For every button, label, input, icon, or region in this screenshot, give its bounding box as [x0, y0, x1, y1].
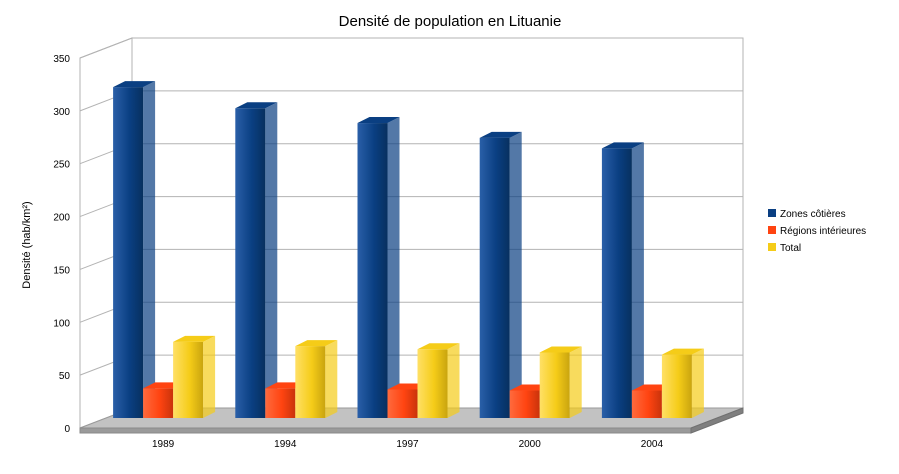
bar-front — [631, 390, 662, 418]
y-tick-label: 150 — [53, 265, 70, 276]
legend-label: Régions intérieures — [780, 226, 866, 237]
legend-label: Zones côtières — [780, 209, 846, 220]
legend-swatch — [768, 226, 776, 234]
bar-top — [113, 81, 156, 88]
bar-side — [265, 102, 278, 418]
bar-side — [569, 346, 582, 418]
bar-top — [173, 335, 216, 342]
x-tick-label: 2000 — [519, 439, 542, 450]
x-tick-label: 1994 — [274, 439, 297, 450]
bar-front — [173, 341, 204, 418]
y-tick-label: 300 — [53, 107, 70, 118]
bar-top — [539, 346, 582, 353]
legend: Zones côtières Régions intérieures Total — [768, 209, 866, 254]
bar-side — [325, 340, 338, 418]
bar-front — [357, 123, 388, 419]
y-tick-label: 250 — [53, 160, 70, 171]
y-tick-label: 350 — [53, 54, 70, 65]
bar-front — [265, 388, 296, 418]
bar-side — [203, 335, 216, 418]
bar-top — [601, 142, 644, 149]
x-tick-label: 1989 — [152, 439, 175, 450]
floor-side — [690, 407, 744, 434]
bar-top — [357, 117, 400, 124]
bar — [295, 340, 338, 418]
bar-front — [417, 349, 448, 418]
bar-front — [235, 108, 266, 418]
y-axis-label: Densité (hab/km²) — [21, 201, 33, 288]
bar-front — [387, 389, 418, 418]
bar-top — [295, 340, 338, 347]
bar-front — [661, 354, 692, 418]
bar-front — [143, 388, 174, 418]
chart-title: Densité de population en Lituanie — [339, 13, 562, 30]
bar-side — [631, 142, 644, 418]
bar-front — [509, 390, 540, 418]
gridline-side — [79, 37, 133, 59]
bar-front — [601, 148, 632, 418]
bar — [479, 131, 522, 418]
bar — [417, 343, 460, 418]
bar-side — [447, 343, 460, 418]
bar-front — [295, 346, 326, 418]
bar-top — [235, 102, 278, 109]
bar — [173, 335, 216, 418]
y-tick-label: 50 — [59, 371, 71, 382]
plot-area: 0 50 100 150 200 250 300 350 1989 1994 1997 2000 200… — [53, 37, 744, 450]
bar-top — [417, 343, 460, 350]
bar — [357, 117, 400, 419]
y-tick-label: 0 — [64, 424, 70, 435]
y-tick-label: 100 — [53, 318, 70, 329]
bar-side — [691, 348, 704, 418]
bar-front — [539, 352, 570, 418]
bar — [113, 81, 156, 418]
y-tick-label: 200 — [53, 213, 70, 224]
legend-swatch — [768, 209, 776, 217]
bar — [539, 346, 582, 418]
bar-front — [113, 87, 144, 418]
legend-label: Total — [780, 243, 801, 254]
bar-front — [479, 137, 510, 418]
bar — [601, 142, 644, 418]
x-tick-label: 1997 — [396, 439, 419, 450]
bar-side — [143, 81, 156, 418]
legend-swatch — [768, 243, 776, 251]
x-tick-label: 2004 — [641, 439, 664, 450]
bar-top — [661, 348, 704, 355]
bar — [661, 348, 704, 418]
bar-top — [479, 131, 522, 138]
bar — [235, 102, 278, 418]
bar-side — [387, 117, 400, 419]
floor-front — [79, 427, 692, 434]
bar-side — [509, 131, 522, 418]
